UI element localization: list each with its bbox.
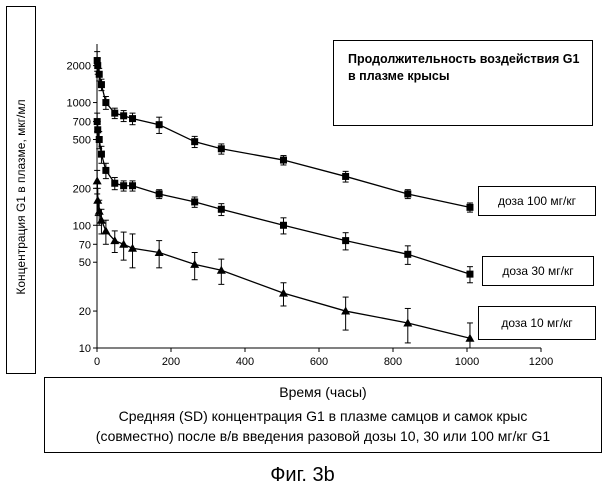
y-tick-label: 70 bbox=[79, 239, 91, 251]
x-tick-label: 0 bbox=[94, 356, 100, 368]
data-point-square bbox=[466, 270, 474, 278]
legend-dose-30: доза 30 мг/кг bbox=[482, 256, 594, 286]
data-point-square bbox=[120, 112, 128, 120]
data-point-square bbox=[404, 190, 412, 198]
x-tick-label: 400 bbox=[236, 356, 254, 368]
data-point-square bbox=[279, 221, 287, 229]
data-point-triangle bbox=[465, 333, 475, 342]
data-point-triangle bbox=[110, 236, 120, 245]
data-point-square bbox=[102, 99, 110, 107]
x-tick-label: 1000 bbox=[455, 356, 479, 368]
data-point-square bbox=[95, 135, 103, 143]
data-point-triangle bbox=[94, 206, 104, 215]
x-tick-label: 200 bbox=[162, 356, 180, 368]
data-point-square bbox=[94, 62, 102, 70]
data-point-square bbox=[120, 182, 128, 190]
chart-title: Продолжительность воздействия G1 в плазм… bbox=[348, 52, 580, 83]
data-point-triangle bbox=[190, 259, 200, 268]
data-point-triangle bbox=[154, 248, 164, 257]
data-point-square bbox=[279, 156, 287, 164]
legend-dose-10: доза 10 мг/кг bbox=[478, 306, 596, 340]
data-point-triangle bbox=[341, 306, 351, 315]
data-point-square bbox=[342, 237, 350, 245]
data-point-square bbox=[129, 182, 137, 190]
data-point-square bbox=[94, 126, 102, 134]
data-point-square bbox=[95, 70, 103, 78]
data-point-square bbox=[404, 250, 412, 258]
series-2 bbox=[93, 112, 474, 284]
figure-label: Фиг. 3b bbox=[270, 464, 335, 486]
legend-dose-100: доза 100 мг/кг bbox=[478, 186, 596, 216]
data-point-square bbox=[111, 109, 119, 117]
data-point-triangle bbox=[128, 243, 138, 252]
data-point-triangle bbox=[96, 215, 106, 224]
y-tick-label: 20 bbox=[79, 306, 91, 318]
chart-ticks: 10 20 50 70 100 200 500 700 1000 2000 0 200 400 600 80… bbox=[67, 61, 554, 368]
x-tick-label: 600 bbox=[310, 356, 328, 368]
y-tick-label: 100 bbox=[73, 220, 91, 232]
series-line bbox=[96, 180, 471, 339]
data-point-square bbox=[191, 138, 199, 146]
caption-line-2: (совместно) после в/в введения разовой д… bbox=[95, 428, 551, 444]
data-point-triangle bbox=[216, 265, 226, 274]
data-point-triangle bbox=[278, 288, 288, 297]
chart-title-box: Продолжительность воздействия G1 в плазм… bbox=[333, 40, 593, 126]
data-point-square bbox=[97, 150, 105, 158]
data-point-square bbox=[217, 145, 225, 153]
data-point-triangle bbox=[403, 318, 413, 327]
caption-line-1: Средняя (SD) концентрация G1 в плазме са… bbox=[118, 408, 528, 424]
caption-box: Время (часы) Средняя (SD) концентрация G… bbox=[44, 377, 602, 453]
data-point-square bbox=[93, 57, 101, 65]
y-tick-label: 2000 bbox=[67, 61, 91, 73]
series-1 bbox=[93, 51, 474, 213]
legend-dose-10-label: доза 10 мг/кг bbox=[501, 316, 573, 330]
data-point-square bbox=[466, 203, 474, 211]
data-point-square bbox=[342, 172, 350, 180]
data-point-square bbox=[191, 198, 199, 206]
data-point-triangle bbox=[101, 226, 111, 235]
y-axis-label: Концентрация G1 в плазме, мкг/мл bbox=[14, 99, 28, 295]
y-axis-label-box: Концентрация G1 в плазме, мкг/мл bbox=[6, 6, 36, 374]
data-point-square bbox=[155, 190, 163, 198]
x-tick-label: 1200 bbox=[529, 356, 553, 368]
data-point-square bbox=[97, 81, 105, 89]
data-point-square bbox=[155, 121, 163, 129]
data-point-triangle bbox=[92, 176, 102, 185]
y-tick-label: 200 bbox=[73, 183, 91, 195]
y-tick-label: 50 bbox=[79, 257, 91, 269]
legend-dose-100-label: доза 100 мг/кг bbox=[498, 194, 576, 208]
data-point-square bbox=[111, 179, 119, 187]
x-axis-label: Время (часы) bbox=[279, 384, 367, 400]
data-point-square bbox=[129, 115, 137, 123]
x-tick-label: 800 bbox=[384, 356, 402, 368]
y-tick-label: 10 bbox=[79, 343, 91, 355]
data-point-square bbox=[217, 205, 225, 213]
y-tick-label: 1000 bbox=[67, 98, 91, 110]
y-tick-label: 700 bbox=[73, 117, 91, 129]
series-3 bbox=[92, 169, 475, 349]
data-point-triangle bbox=[119, 239, 129, 248]
chart-series bbox=[92, 51, 475, 349]
data-point-square bbox=[102, 166, 110, 174]
legend-dose-30-label: доза 30 мг/кг bbox=[502, 264, 574, 278]
y-tick-label: 500 bbox=[73, 134, 91, 146]
